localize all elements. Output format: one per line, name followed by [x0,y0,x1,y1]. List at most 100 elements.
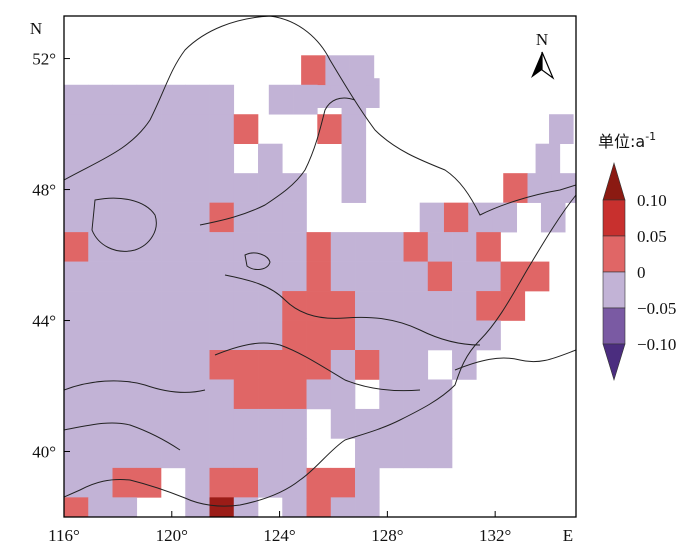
grid-cell [136,173,162,203]
grid-cell [325,55,350,86]
grid-cell [185,408,210,439]
grid-cell [136,232,162,262]
grid-cell [468,202,493,233]
x-tick-label: 116° [48,526,80,545]
grid-cell [427,408,453,439]
legend-labels: 0.10 0.05 0 −0.05 −0.10 [637,191,676,354]
grid-cell [64,497,89,517]
grid-cell [209,232,235,262]
grid-cell [88,467,113,498]
grid-cell [64,350,89,380]
legend-lower-arrow [602,343,626,382]
axis-labels: 52° 48° 44° 40° 116° 120° 124° 128° 132° N E [30,19,573,545]
grid-cell [209,173,235,203]
map-frame [63,15,577,518]
grid-cell [161,408,186,439]
province-boundary-line [64,422,181,451]
x-tick-label: 132° [479,526,511,545]
grid-cell [64,143,89,174]
grid-cell [341,173,367,203]
grid-cell [379,320,404,351]
grid-cell [282,291,307,321]
grid-cell [306,291,332,321]
grid-cells-layer [64,55,576,517]
legend-title-group: 单位:a-1 [598,130,656,151]
grid-cell [64,261,89,292]
grid-cell [341,143,367,174]
grid-cell [209,350,235,380]
province-boundary-line [214,342,421,392]
grid-cell [258,261,283,292]
grid-cell [349,55,375,86]
grid-cell [355,467,380,498]
grid-cell [293,84,318,115]
x-tick-label: 124° [263,526,295,545]
y-tick-label: 48° [32,181,56,200]
grid-cell [317,114,342,145]
legend-value-label: 0.05 [637,227,667,246]
grid-cell [258,438,283,469]
grid-cell [330,379,356,410]
grid-cell [88,84,113,115]
grid-cell [524,261,550,292]
grid-cell [355,497,380,517]
grid-cell [355,438,380,469]
grid-cell [88,291,113,321]
grid-cell [136,320,162,351]
grid-cell [112,320,138,351]
grid-cell [233,438,259,469]
legend: 单位:a-1 0.10 0.05 0 −0.05 −0.10 [598,130,676,382]
grid-cell [282,438,307,469]
grid-cell [136,84,162,115]
grid-cell [209,438,235,469]
grid-cell [282,173,307,203]
grid-cell [233,261,259,292]
grid-cell [427,379,453,410]
legend-title: 单位:a [598,132,645,151]
grid-cell [258,408,283,439]
province-boundary-line [224,274,481,346]
grid-cell [209,143,235,174]
grid-cell [209,408,235,439]
grid-cell [330,232,356,262]
legend-colorbar [602,161,626,382]
grid-cell [258,173,283,203]
grid-cell [341,114,367,145]
grid-cell [112,202,138,233]
grid-cell [161,84,186,115]
grid-cell [427,232,453,262]
legend-value-label: 0.10 [637,191,667,210]
grid-cell [330,320,356,351]
legend-upper-arrow [602,161,626,201]
grid-cell [185,261,210,292]
legend-value-label: 0 [637,263,646,282]
grid-cell [355,320,380,351]
grid-cell [64,202,89,233]
grid-cell [136,114,162,145]
grid-cell [185,173,210,203]
grid-cell [112,291,138,321]
coastline-line [64,194,576,507]
grid-cell [88,320,113,351]
grid-cell [233,202,259,233]
grid-cell [500,261,526,292]
grid-cell [379,232,404,262]
grid-cell [233,320,259,351]
grid-cell [379,261,404,292]
grid-cell [161,438,186,469]
grid-cell [64,114,89,145]
grid-cell [64,438,89,469]
x-tick-label: 128° [371,526,403,545]
grid-cell [403,291,429,321]
legend-color-swatch [602,199,626,237]
grid-cell [88,438,113,469]
grid-cell [282,467,307,498]
grid-cell [136,291,162,321]
lake-outline [244,252,271,270]
grid-cell [112,497,138,517]
grid-cell [161,173,186,203]
grid-cell [185,438,210,469]
grid-cell [64,320,89,351]
grid-cell [64,291,89,321]
